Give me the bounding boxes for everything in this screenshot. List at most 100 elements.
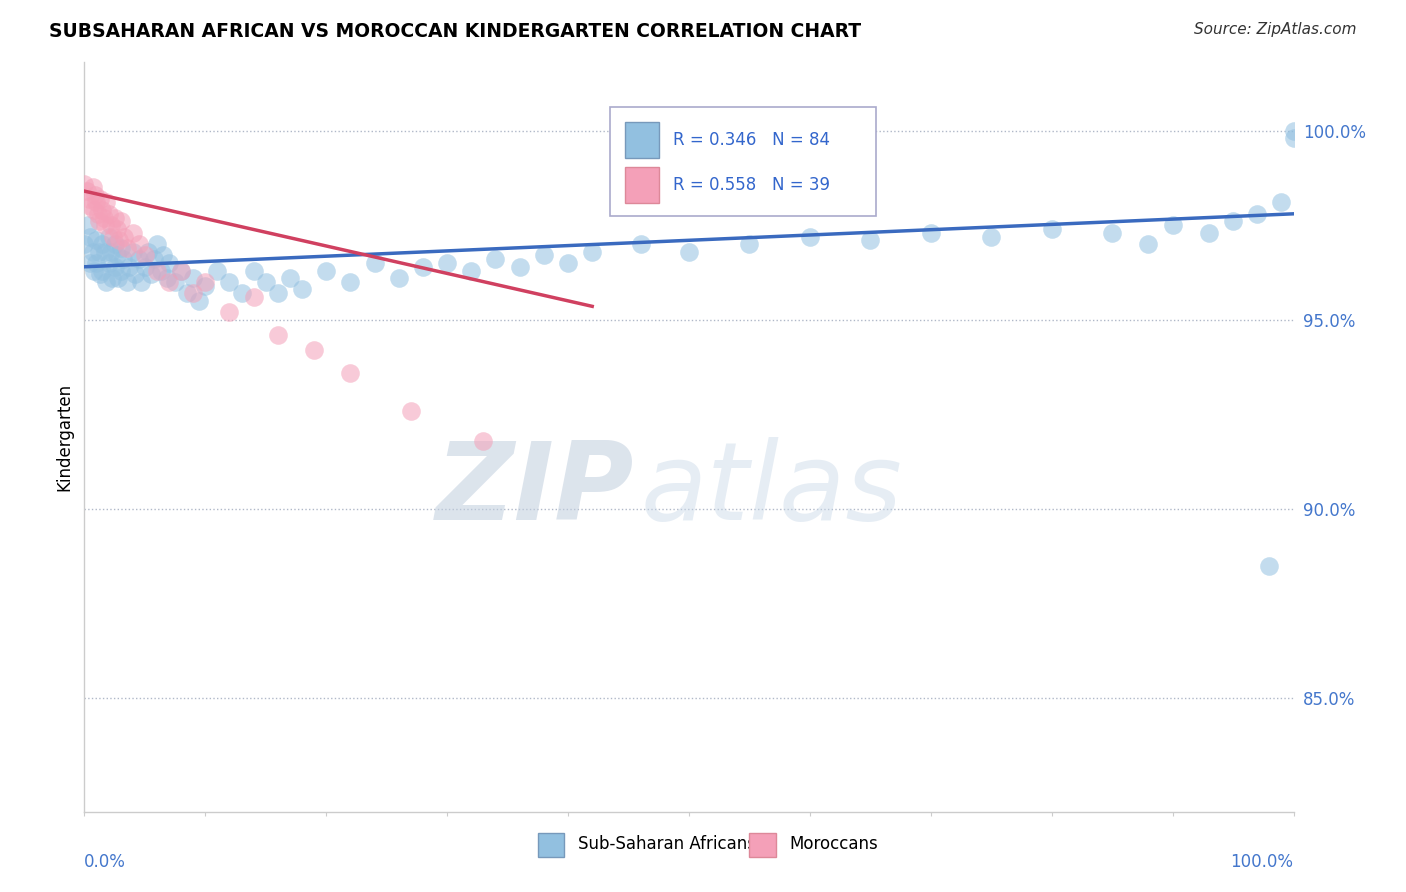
Point — [152, 248, 174, 262]
Point — [79, 256, 101, 270]
Text: R = 0.558   N = 39: R = 0.558 N = 39 — [673, 176, 830, 194]
Point — [859, 233, 882, 247]
Point — [94, 218, 117, 232]
Point — [799, 229, 821, 244]
Point — [97, 256, 120, 270]
Point — [94, 275, 117, 289]
Point — [188, 293, 211, 308]
Point — [581, 244, 603, 259]
Point — [557, 256, 579, 270]
Text: atlas: atlas — [641, 437, 903, 542]
Point — [115, 275, 138, 289]
Point — [83, 202, 105, 217]
Point — [139, 268, 162, 282]
Point — [101, 271, 124, 285]
Point — [278, 271, 301, 285]
Point — [112, 229, 135, 244]
Point — [170, 263, 193, 277]
Point — [1198, 226, 1220, 240]
Point — [134, 260, 156, 274]
Point — [110, 214, 132, 228]
Point — [533, 248, 555, 262]
Point — [104, 260, 127, 274]
Point — [73, 177, 96, 191]
Point — [1258, 558, 1281, 573]
Point — [339, 366, 361, 380]
Point — [254, 275, 277, 289]
Point — [112, 252, 135, 267]
Point — [79, 199, 101, 213]
Point — [460, 263, 482, 277]
Point — [103, 229, 125, 244]
Text: Sub-Saharan Africans: Sub-Saharan Africans — [578, 835, 755, 853]
Text: 0.0%: 0.0% — [84, 853, 127, 871]
Bar — [749, 833, 776, 856]
Text: ZIP: ZIP — [436, 436, 634, 542]
Point — [678, 244, 700, 259]
Point — [630, 237, 652, 252]
Point — [97, 229, 120, 244]
Point — [484, 252, 506, 267]
Point — [218, 275, 240, 289]
Point — [77, 218, 100, 232]
Point — [146, 263, 169, 277]
Point — [157, 256, 180, 270]
Point — [738, 237, 761, 252]
Point — [146, 237, 169, 252]
Point — [339, 275, 361, 289]
Point — [89, 268, 111, 282]
Text: Source: ZipAtlas.com: Source: ZipAtlas.com — [1194, 22, 1357, 37]
Point — [980, 229, 1002, 244]
Point — [165, 275, 187, 289]
Point — [86, 207, 108, 221]
Point — [110, 263, 132, 277]
Point — [291, 283, 314, 297]
Point — [1282, 123, 1305, 137]
Point — [94, 244, 117, 259]
Point — [363, 256, 385, 270]
Point — [82, 244, 104, 259]
Point — [87, 214, 110, 228]
FancyBboxPatch shape — [610, 107, 876, 216]
Point — [97, 207, 120, 221]
Point — [105, 248, 128, 262]
Point — [121, 226, 143, 240]
Point — [104, 211, 127, 225]
Point — [110, 241, 132, 255]
Point — [118, 260, 141, 274]
Point — [76, 184, 98, 198]
Point — [194, 278, 217, 293]
Point — [1161, 218, 1184, 232]
Point — [107, 271, 129, 285]
Point — [121, 244, 143, 259]
Point — [129, 275, 152, 289]
Point — [412, 260, 434, 274]
Point — [104, 237, 127, 252]
Point — [1270, 195, 1292, 210]
Point — [91, 237, 114, 252]
Point — [207, 263, 229, 277]
Point — [89, 192, 111, 206]
Point — [194, 275, 217, 289]
Text: R = 0.346   N = 84: R = 0.346 N = 84 — [673, 130, 830, 149]
Point — [143, 252, 166, 267]
Point — [138, 244, 160, 259]
Bar — [624, 167, 659, 202]
Bar — [538, 833, 564, 856]
Point — [170, 263, 193, 277]
Point — [436, 256, 458, 270]
Point — [128, 237, 150, 252]
Point — [920, 226, 942, 240]
Point — [242, 290, 264, 304]
Point — [155, 271, 177, 285]
Point — [86, 195, 108, 210]
Point — [157, 275, 180, 289]
Point — [84, 187, 107, 202]
Point — [267, 286, 290, 301]
Point — [93, 211, 115, 225]
Point — [267, 327, 290, 342]
Point — [1040, 222, 1063, 236]
Point — [218, 305, 240, 319]
Point — [100, 244, 122, 259]
Point — [231, 286, 253, 301]
